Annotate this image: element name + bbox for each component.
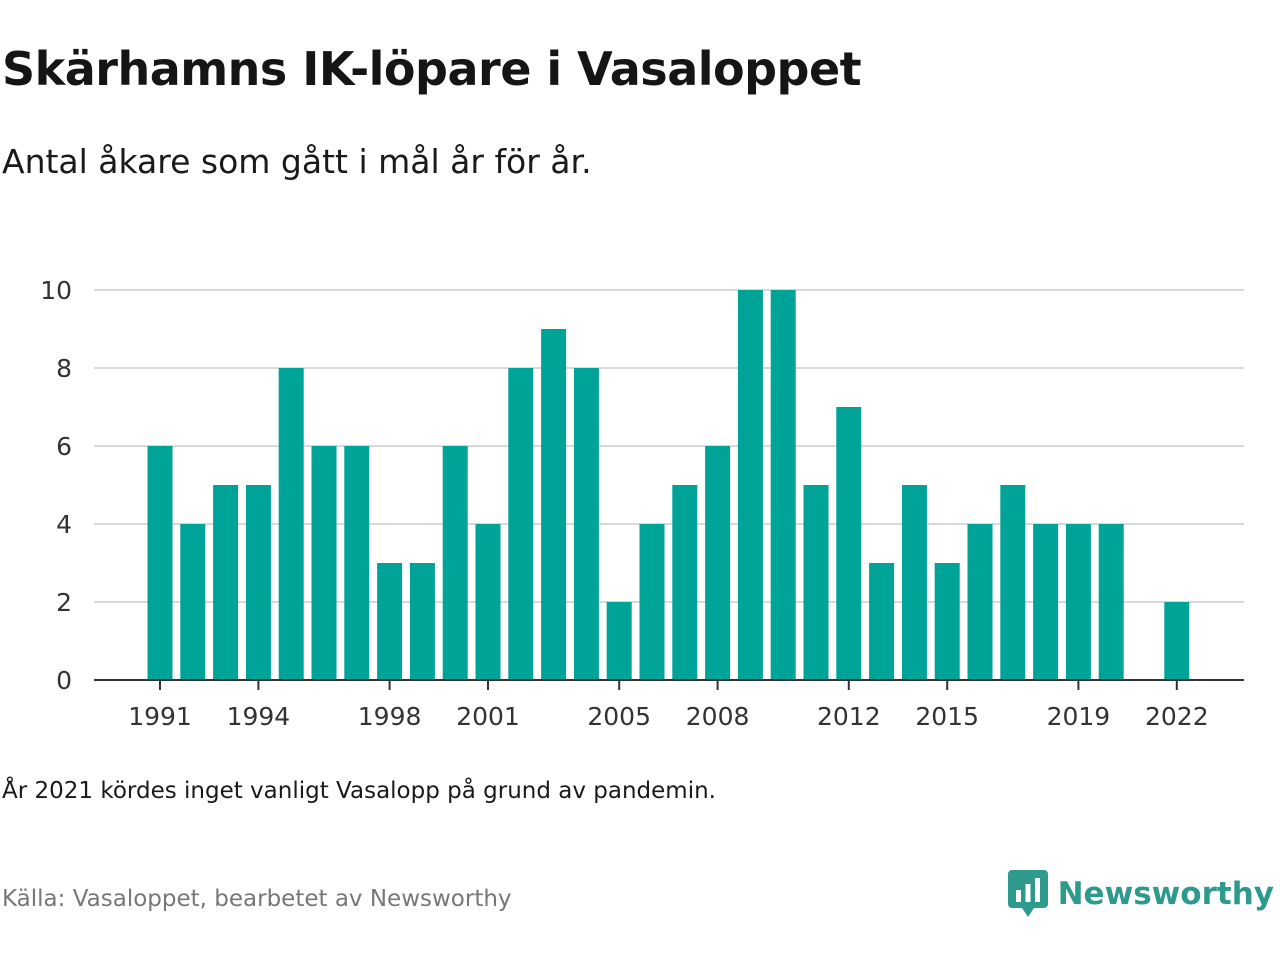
bar-1991 <box>147 446 173 680</box>
chart-title: Skärhamns IK-löpare i Vasaloppet <box>2 42 862 96</box>
bar-2020 <box>1098 524 1124 680</box>
x-tick-label: 2022 <box>1145 702 1209 731</box>
bar-2000 <box>442 446 468 680</box>
source-credit: Källa: Vasaloppet, bearbetet av Newswort… <box>2 886 512 912</box>
bar-1992 <box>180 524 206 680</box>
bar-1993 <box>213 485 239 680</box>
x-tick-label: 2001 <box>456 702 520 731</box>
x-tick-label: 1998 <box>358 702 422 731</box>
chart-subtitle: Antal åkare som gått i mål år för år. <box>2 142 592 181</box>
bar-2018 <box>1033 524 1059 680</box>
bar-2013 <box>869 563 895 680</box>
bar-1994 <box>245 485 271 680</box>
y-tick-label: 8 <box>56 354 72 383</box>
bar-2001 <box>475 524 501 680</box>
y-tick-label: 0 <box>56 666 72 695</box>
x-tick-labels: 1991 1994 1998 2001 2005 2008 2012 2015 2019 2022 <box>128 702 1208 731</box>
y-tick-label: 6 <box>56 432 72 461</box>
bar-2008 <box>705 446 731 680</box>
bar-2019 <box>1065 524 1091 680</box>
bar-2003 <box>541 329 567 680</box>
x-axis <box>94 679 1244 690</box>
bar-2009 <box>737 290 763 680</box>
bar-2007 <box>672 485 698 680</box>
newsworthy-chart-bubble-icon <box>1007 870 1048 917</box>
bar-2005 <box>606 602 632 680</box>
bar-1999 <box>409 563 435 680</box>
y-tick-label: 10 <box>40 276 72 305</box>
bar-1996 <box>311 446 337 680</box>
y-tick-label: 2 <box>56 588 72 617</box>
x-tick-label: 2005 <box>587 702 651 731</box>
bar-1995 <box>278 368 304 680</box>
y-tick-label: 4 <box>56 510 72 539</box>
pandemic-note: År 2021 kördes inget vanligt Vasalopp på… <box>2 778 716 804</box>
bar-2012 <box>836 407 862 680</box>
bar-1998 <box>377 563 403 680</box>
x-tick-label: 2019 <box>1047 702 1111 731</box>
bar-2015 <box>934 563 960 680</box>
x-tick-label: 2008 <box>686 702 750 731</box>
newsworthy-logo: Newsworthy <box>1007 870 1274 918</box>
bar-2017 <box>1000 485 1026 680</box>
bar-1997 <box>344 446 370 680</box>
bar-2022 <box>1164 602 1190 680</box>
brand-name: Newsworthy <box>1057 876 1274 912</box>
bar-2014 <box>901 485 927 680</box>
bar-2004 <box>573 368 599 680</box>
x-tick-label: 1994 <box>227 702 291 731</box>
y-tick-labels: 0 2 4 6 8 10 <box>40 276 72 695</box>
bar-2010 <box>770 290 796 680</box>
x-tick-label: 2015 <box>915 702 979 731</box>
bars <box>147 290 1190 680</box>
bar-2011 <box>803 485 829 680</box>
x-tick-label: 2012 <box>817 702 881 731</box>
bar-2006 <box>639 524 665 680</box>
x-tick-label: 1991 <box>128 702 192 731</box>
bar-2016 <box>967 524 993 680</box>
bar-2002 <box>508 368 534 680</box>
